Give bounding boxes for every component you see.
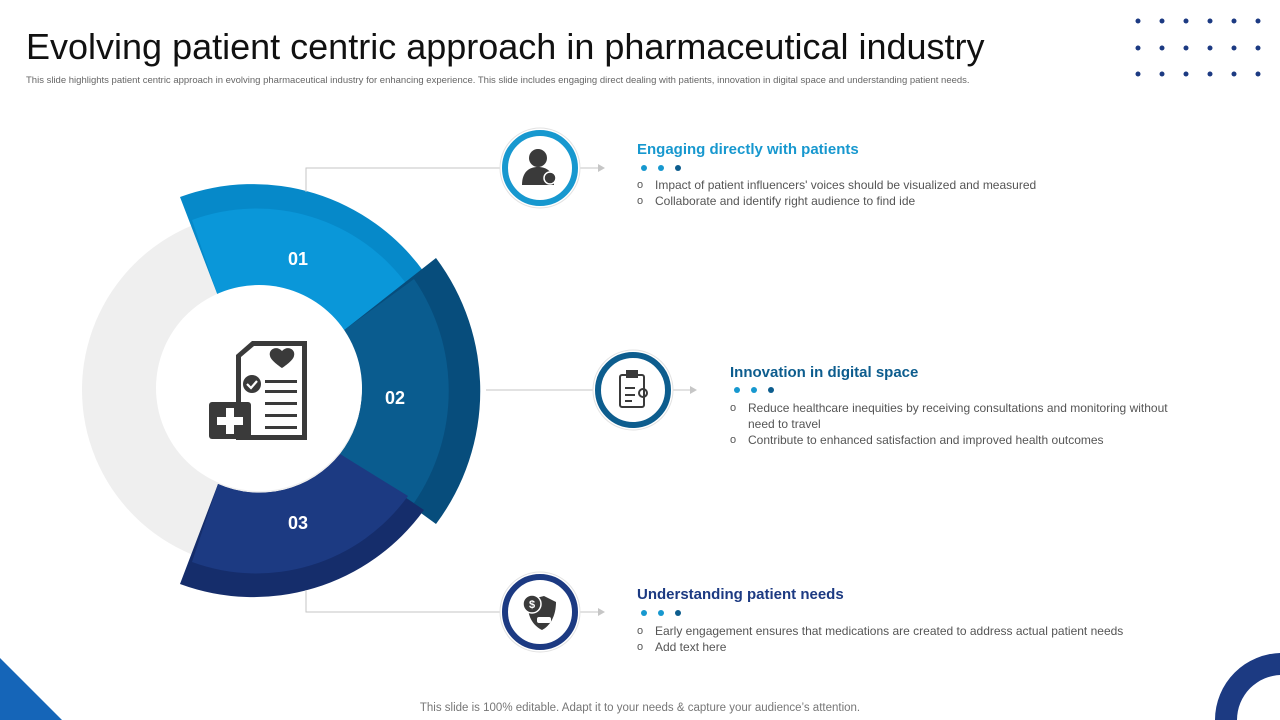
item-2-bullet-1: Reduce healthcare inequities by receivin… (730, 400, 1175, 432)
segment-03 (192, 454, 408, 574)
dollar-shield-icon: $ (522, 594, 556, 630)
connector-lines (305, 167, 692, 613)
page-subtitle: This slide highlights patient centric ap… (26, 75, 970, 86)
item-1-heading: Engaging directly with patients (637, 141, 859, 158)
segment-02-number: 02 (385, 388, 405, 408)
page-title: Evolving patient centric approach in pha… (26, 26, 985, 67)
segment-03-number: 03 (288, 513, 308, 533)
medical-report-icon (209, 341, 307, 440)
icon-badge-3: $ (499, 571, 581, 653)
svg-text:$: $ (529, 599, 535, 611)
item-2-bullets: Reduce healthcare inequities by receivin… (730, 400, 1175, 448)
clipboard-checkup-icon (619, 370, 648, 408)
patient-user-icon (522, 149, 557, 185)
segment-01 (192, 208, 408, 331)
heading-dots-1 (641, 165, 681, 171)
heading-dots-3 (641, 610, 681, 616)
decorative-corner-arc (1215, 653, 1280, 720)
heading-dots-2 (734, 387, 774, 393)
item-1-bullet-2: Collaborate and identify right audience … (637, 193, 1097, 209)
decorative-corner-triangle (0, 658, 62, 720)
item-1-bullet-1: Impact of patient influencers' voices sh… (637, 177, 1097, 193)
item-3-bullet-2: Add text here (637, 639, 1197, 655)
item-1-bullets: Impact of patient influencers' voices sh… (637, 177, 1097, 209)
segment-02 (340, 279, 449, 503)
item-2-bullet-2: Contribute to enhanced satisfaction and … (730, 432, 1175, 448)
decorative-dot-grid (1135, 18, 1261, 77)
item-2-heading: Innovation in digital space (730, 364, 919, 381)
icon-badge-1 (499, 127, 581, 209)
segment-01-number: 01 (288, 249, 308, 269)
item-3-bullets: Early engagement ensures that medication… (637, 623, 1197, 655)
icon-badge-2 (592, 349, 674, 431)
connector-arrowheads (598, 164, 697, 616)
item-3-heading: Understanding patient needs (637, 586, 844, 603)
footer-note: This slide is 100% editable. Adapt it to… (419, 702, 861, 714)
item-3-bullet-1: Early engagement ensures that medication… (637, 623, 1197, 639)
